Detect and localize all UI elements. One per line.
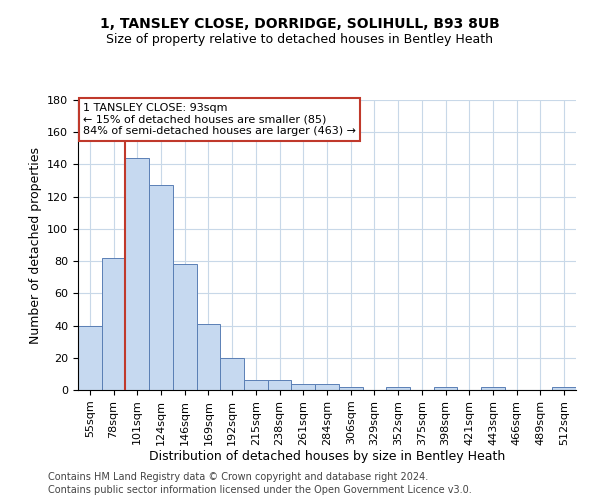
Text: 1 TANSLEY CLOSE: 93sqm
← 15% of detached houses are smaller (85)
84% of semi-det: 1 TANSLEY CLOSE: 93sqm ← 15% of detached… bbox=[83, 103, 356, 136]
Text: Contains HM Land Registry data © Crown copyright and database right 2024.: Contains HM Land Registry data © Crown c… bbox=[48, 472, 428, 482]
X-axis label: Distribution of detached houses by size in Bentley Heath: Distribution of detached houses by size … bbox=[149, 450, 505, 464]
Bar bbox=[244, 380, 268, 390]
Bar bbox=[481, 387, 505, 390]
Bar bbox=[434, 387, 457, 390]
Bar bbox=[149, 186, 173, 390]
Y-axis label: Number of detached properties: Number of detached properties bbox=[29, 146, 41, 344]
Text: 1, TANSLEY CLOSE, DORRIDGE, SOLIHULL, B93 8UB: 1, TANSLEY CLOSE, DORRIDGE, SOLIHULL, B9… bbox=[100, 18, 500, 32]
Bar bbox=[102, 258, 125, 390]
Bar bbox=[125, 158, 149, 390]
Text: Size of property relative to detached houses in Bentley Heath: Size of property relative to detached ho… bbox=[107, 32, 493, 46]
Bar bbox=[315, 384, 339, 390]
Text: Contains public sector information licensed under the Open Government Licence v3: Contains public sector information licen… bbox=[48, 485, 472, 495]
Bar bbox=[386, 387, 410, 390]
Bar bbox=[197, 324, 220, 390]
Bar bbox=[268, 380, 292, 390]
Bar bbox=[552, 387, 576, 390]
Bar bbox=[173, 264, 197, 390]
Bar bbox=[292, 384, 315, 390]
Bar bbox=[78, 326, 102, 390]
Bar bbox=[220, 358, 244, 390]
Bar bbox=[339, 387, 362, 390]
